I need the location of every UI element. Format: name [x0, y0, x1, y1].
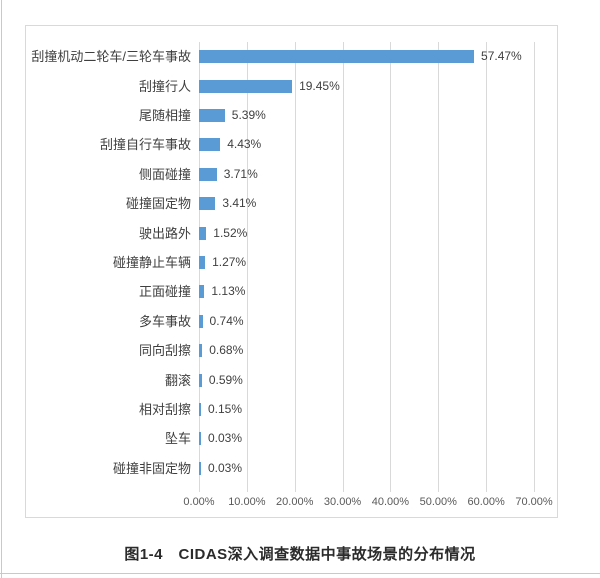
category-label: 侧面碰撞 — [138, 166, 191, 182]
bar-value-label: 1.27% — [212, 255, 247, 269]
gridline — [534, 42, 535, 492]
category-label: 刮撞机动二轮车/三轮车事故 — [31, 49, 191, 65]
bar-value-label: 0.68% — [209, 343, 244, 358]
bar — [199, 50, 475, 64]
bar — [199, 432, 201, 446]
bar — [199, 314, 203, 328]
bar-value-label: 1.13% — [211, 284, 246, 299]
category-label: 刮撞行人 — [138, 78, 191, 94]
gridline — [486, 42, 488, 492]
bar — [199, 197, 216, 211]
figure-caption: 图1-4 CIDAS深入调查数据中事故场景的分布情况 — [124, 546, 476, 563]
category-label: 相对刮擦 — [138, 402, 191, 417]
x-axis-tick-label: 70.00% — [515, 496, 553, 508]
bar — [199, 285, 205, 299]
category-label: 坠车 — [164, 431, 191, 447]
category-label: 多车事故 — [138, 313, 191, 329]
bar-value-label: 3.71% — [223, 166, 258, 181]
category-label: 碰撞非固定物 — [112, 460, 191, 476]
gridline — [294, 42, 296, 492]
bar-value-label: 57.47% — [481, 49, 522, 64]
x-axis-tick-label: 30.00% — [323, 496, 362, 508]
x-axis-tick-label: 10.00% — [228, 496, 266, 508]
gridline — [342, 42, 344, 492]
bar — [199, 167, 217, 181]
category-label: 驶出路外 — [138, 225, 191, 241]
bar — [199, 403, 201, 416]
bar — [199, 79, 293, 93]
bar-value-label: 1.52% — [213, 225, 248, 240]
bar-value-label: 19.45% — [299, 78, 340, 93]
bar — [199, 256, 206, 269]
category-label: 碰撞固定物 — [125, 196, 191, 212]
page-left-border — [1, 0, 2, 578]
x-axis-tick-label: 60.00% — [467, 496, 505, 508]
x-axis-tick-label: 20.00% — [276, 496, 314, 508]
bar — [199, 461, 201, 475]
category-label: 碰撞静止车辆 — [112, 255, 191, 270]
bar — [199, 344, 203, 358]
gridline — [438, 42, 440, 492]
bar — [199, 138, 221, 152]
category-label: 刮撞自行车事故 — [99, 137, 191, 153]
bar — [199, 373, 202, 387]
bar-value-label: 0.03% — [208, 431, 243, 446]
bar-value-label: 0.15% — [208, 402, 243, 416]
x-axis-tick-label: 50.00% — [419, 496, 457, 508]
bar — [199, 109, 225, 122]
x-axis-tick-label: 40.00% — [371, 496, 410, 508]
bar-value-label: 0.74% — [209, 313, 244, 328]
gridline — [390, 42, 392, 492]
category-label: 同向刮擦 — [138, 343, 191, 359]
bar-value-label: 0.03% — [208, 460, 243, 475]
bar-chart: 刮撞机动二轮车/三轮车事故 57.47% 刮撞行人 19.45% 尾随相撞 5.39% 刮撞… — [25, 25, 558, 518]
bar-value-label: 4.43% — [227, 137, 262, 152]
gridline — [246, 42, 248, 492]
bar-value-label: 0.59% — [208, 372, 243, 387]
page-bottom-border — [0, 573, 600, 574]
category-label: 正面碰撞 — [138, 284, 191, 300]
category-label: 翻滚 — [164, 372, 191, 388]
bar-value-label: 5.39% — [231, 108, 266, 122]
bar-value-label: 3.41% — [222, 196, 257, 211]
x-axis-tick-label: 0.00% — [183, 496, 215, 508]
category-label: 尾随相撞 — [138, 108, 191, 123]
bar — [199, 226, 207, 240]
